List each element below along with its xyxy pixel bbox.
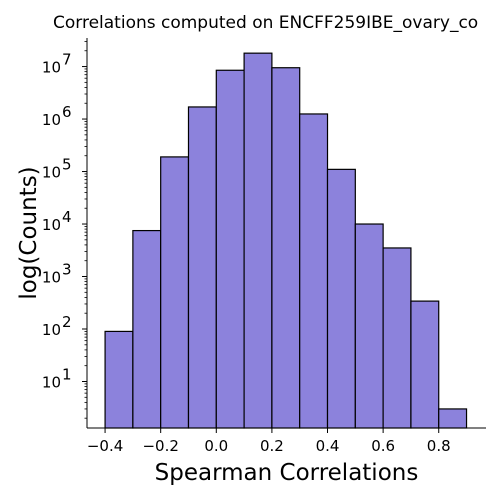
y-tick-label: 10 — [42, 111, 61, 129]
y-tick-label: 10 — [42, 59, 61, 77]
y-tick-label: 10 — [42, 269, 61, 287]
x-tick-label: 0.4 — [316, 437, 340, 455]
histogram-bar — [271, 67, 301, 429]
histogram-bar — [410, 300, 440, 429]
x-tick-label: −0.2 — [142, 437, 178, 455]
histogram-bar — [382, 247, 412, 429]
x-tick-label: 0.0 — [204, 437, 228, 455]
chart-title: Correlations computed on ENCFF259IBE_ova… — [53, 13, 479, 33]
x-tick-label: 0.8 — [427, 437, 451, 455]
y-tick-exponent: 6 — [62, 103, 72, 121]
y-tick-exponent: 2 — [62, 313, 72, 331]
y-tick-label: 10 — [42, 216, 61, 234]
x-axis-label: Spearman Correlations — [155, 460, 419, 486]
histogram-bar — [215, 69, 245, 429]
y-tick-exponent: 7 — [62, 51, 72, 69]
y-tick-exponent: 3 — [62, 261, 72, 279]
histogram-bar — [104, 330, 134, 429]
x-tick-label: 0.2 — [260, 437, 284, 455]
x-tick-label: 0.6 — [371, 437, 395, 455]
histogram-bar — [132, 229, 162, 429]
y-tick-label: 10 — [42, 164, 61, 182]
y-tick-exponent: 1 — [62, 365, 72, 383]
histogram-bars — [104, 52, 468, 429]
histogram-bar — [187, 106, 217, 429]
histogram-bar — [299, 113, 329, 429]
histogram-bar — [243, 52, 273, 429]
histogram-bar — [354, 223, 384, 429]
histogram-bar — [160, 156, 190, 429]
y-axis-label: log(Counts) — [16, 166, 42, 299]
histogram-bar — [438, 408, 468, 429]
x-tick-label: −0.4 — [87, 437, 123, 455]
y-tick-label: 10 — [42, 373, 61, 391]
histogram-bar — [326, 168, 356, 429]
x-axis-ticks: −0.4 −0.2 0.0 0.2 0.4 0.6 0.8 — [87, 428, 451, 455]
y-tick-label: 10 — [42, 321, 61, 339]
y-tick-exponent: 5 — [62, 156, 72, 174]
y-tick-exponent: 4 — [62, 208, 72, 226]
